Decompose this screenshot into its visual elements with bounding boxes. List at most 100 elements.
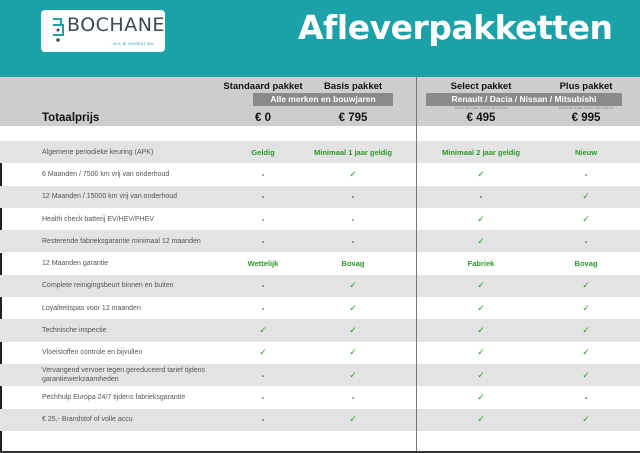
table-row: Complete reinigingsbeurt binnen en buite… bbox=[0, 274, 640, 298]
not-included-dash: - bbox=[479, 192, 483, 202]
check-icon: ✓ bbox=[477, 369, 485, 380]
row-marker bbox=[0, 430, 2, 453]
check-icon: ✓ bbox=[477, 280, 485, 291]
price-select: € 495 bbox=[466, 112, 496, 124]
check-icon: ✓ bbox=[477, 391, 485, 402]
check-icon: ✓ bbox=[582, 414, 590, 425]
table-row: Technische inspectie ✓ ✓ ✓ ✓ bbox=[0, 319, 640, 342]
table-row: Pechhulp Europa 24/7 tijdens fabrieksgar… bbox=[0, 386, 640, 409]
check-icon: ✓ bbox=[349, 325, 357, 336]
not-included-dash: - bbox=[261, 192, 265, 202]
check-icon: ✓ bbox=[477, 414, 485, 425]
check-icon: ✓ bbox=[477, 213, 485, 224]
feature-label: Pechhulp Europa 24/7 tijdens fabrieksgar… bbox=[42, 393, 186, 401]
price-plus: € 995 bbox=[571, 112, 601, 124]
check-icon: ✓ bbox=[582, 280, 590, 291]
logo: BOCHANE ALS JE VOORUIT WIL bbox=[41, 10, 165, 52]
check-icon: ✓ bbox=[582, 347, 590, 358]
feature-label: Complete reinigingsbeurt binnen en buite… bbox=[42, 282, 174, 290]
bottom-border bbox=[0, 451, 640, 453]
check-icon: ✓ bbox=[582, 369, 590, 380]
column-divider bbox=[416, 77, 417, 452]
not-included-dash: - bbox=[261, 281, 265, 291]
table-row: Algemene periodieke keuring (APK) Geldig M… bbox=[0, 141, 640, 164]
check-icon: ✓ bbox=[349, 168, 357, 179]
price-basis: € 795 bbox=[338, 112, 368, 124]
feature-value: Wettelijk bbox=[247, 259, 279, 269]
check-icon: ✓ bbox=[349, 347, 357, 358]
not-included-dash: - bbox=[584, 169, 588, 179]
table-row: Vervangend vervoer tegen gereduceerd tar… bbox=[0, 364, 640, 387]
not-included-dash: - bbox=[584, 236, 588, 246]
feature-label: 12 Maanden garantie bbox=[42, 260, 109, 268]
header: BOCHANE ALS JE VOORUIT WIL Afleverpakket… bbox=[0, 0, 640, 77]
row-marker bbox=[0, 386, 2, 409]
logo-name: BOCHANE bbox=[67, 14, 165, 36]
table-row: Resterende fabrieksgarantie minimaal 12 … bbox=[0, 230, 640, 253]
feature-value: Fabriek bbox=[467, 259, 495, 269]
check-icon: ✓ bbox=[259, 325, 267, 336]
feature-label: Technische inspectie bbox=[42, 327, 107, 335]
feature-value: Minimaal 2 jaar geldig bbox=[442, 147, 520, 157]
feature-value: Bovag bbox=[574, 259, 598, 269]
cart-icon bbox=[53, 18, 64, 42]
feature-label: 6 Maanden / 7500 km vrij van onderhoud bbox=[42, 170, 170, 178]
not-included-dash: - bbox=[261, 370, 265, 380]
feature-label: Loyaliteitspas voor 12 maanden bbox=[42, 304, 141, 312]
page-title: Afleverpakketten bbox=[298, 8, 613, 47]
row-marker bbox=[0, 252, 2, 275]
check-icon: ✓ bbox=[582, 325, 590, 336]
feature-value: Minimaal 1 jaar geldig bbox=[314, 147, 392, 157]
band-brands: Renault / Dacia / Nissan / Mitsubishi bbox=[426, 93, 622, 106]
check-icon: ✓ bbox=[259, 347, 267, 358]
feature-label: Vloeistoffen controle en bijvullen bbox=[42, 349, 143, 357]
column-plus: Plus pakket bbox=[559, 81, 613, 92]
table-row: Loyaliteitspas voor 12 maanden - ✓ ✓ ✓ bbox=[0, 297, 640, 320]
feature-label: 12 Maanden / 15000 km vrij van onderhoud bbox=[42, 193, 178, 201]
row-marker bbox=[0, 341, 2, 364]
check-icon: ✓ bbox=[349, 414, 357, 425]
row-marker bbox=[0, 163, 2, 186]
feature-label: Vervangend vervoer tegen gereduceerd tar… bbox=[42, 367, 206, 384]
not-included-dash: - bbox=[261, 303, 265, 313]
feature-value: Nieuw bbox=[574, 147, 598, 157]
logo-tagline: ALS JE VOORUIT WIL bbox=[113, 41, 154, 46]
column-select: Select pakket bbox=[450, 81, 512, 92]
check-icon: ✓ bbox=[582, 302, 590, 313]
table-row: Vloeistoffen controle en bijvullen ✓ ✓ ✓ ✓ bbox=[0, 341, 640, 364]
check-icon: ✓ bbox=[477, 347, 485, 358]
column-basis: Basis pakket bbox=[323, 81, 383, 92]
check-icon: ✓ bbox=[477, 302, 485, 313]
table-row: 12 Maanden garantie Wettelijk Bovag Fabriek… bbox=[0, 252, 640, 275]
check-icon: ✓ bbox=[349, 302, 357, 313]
not-included-dash: - bbox=[261, 169, 265, 179]
total-label: Totaalprijs bbox=[42, 112, 100, 124]
column-standaard: Standaard pakket bbox=[223, 81, 303, 92]
check-icon: ✓ bbox=[582, 213, 590, 224]
check-icon: ✓ bbox=[477, 235, 485, 246]
table-row: Health check batterij EV/HEV/PHEV - - ✓ ✓ bbox=[0, 207, 640, 231]
not-included-dash: - bbox=[351, 214, 355, 224]
row-marker bbox=[0, 297, 2, 320]
feature-label: Algemene periodieke keuring (APK) bbox=[42, 148, 154, 156]
table-row: 6 Maanden / 7500 km vrij van onderhoud - ✓… bbox=[0, 163, 640, 186]
check-icon: ✓ bbox=[477, 168, 485, 179]
check-icon: ✓ bbox=[582, 191, 590, 202]
check-icon: ✓ bbox=[477, 325, 485, 336]
table-row: € 25,- Brandstof of volle accu - ✓ ✓ ✓ bbox=[0, 408, 640, 431]
not-included-dash: - bbox=[261, 415, 265, 425]
check-icon: ✓ bbox=[349, 280, 357, 291]
table-row: 12 Maanden / 15000 km vrij van onderhoud… bbox=[0, 185, 640, 208]
check-icon: ✓ bbox=[349, 369, 357, 380]
feature-label: Health check batterij EV/HEV/PHEV bbox=[42, 215, 155, 223]
select-note: Auto's tot 1 jaar oud en 20.000 km bbox=[454, 106, 508, 110]
empty-row bbox=[0, 430, 640, 453]
not-included-dash: - bbox=[351, 192, 355, 202]
band-all-brands: Alle merken en bouwjaren bbox=[253, 93, 393, 106]
feature-value: Geldig bbox=[251, 147, 275, 157]
price-standaard: € 0 bbox=[255, 112, 271, 124]
feature-value: Bovag bbox=[341, 259, 365, 269]
not-included-dash: - bbox=[584, 392, 588, 402]
not-included-dash: - bbox=[261, 214, 265, 224]
not-included-dash: - bbox=[351, 392, 355, 402]
